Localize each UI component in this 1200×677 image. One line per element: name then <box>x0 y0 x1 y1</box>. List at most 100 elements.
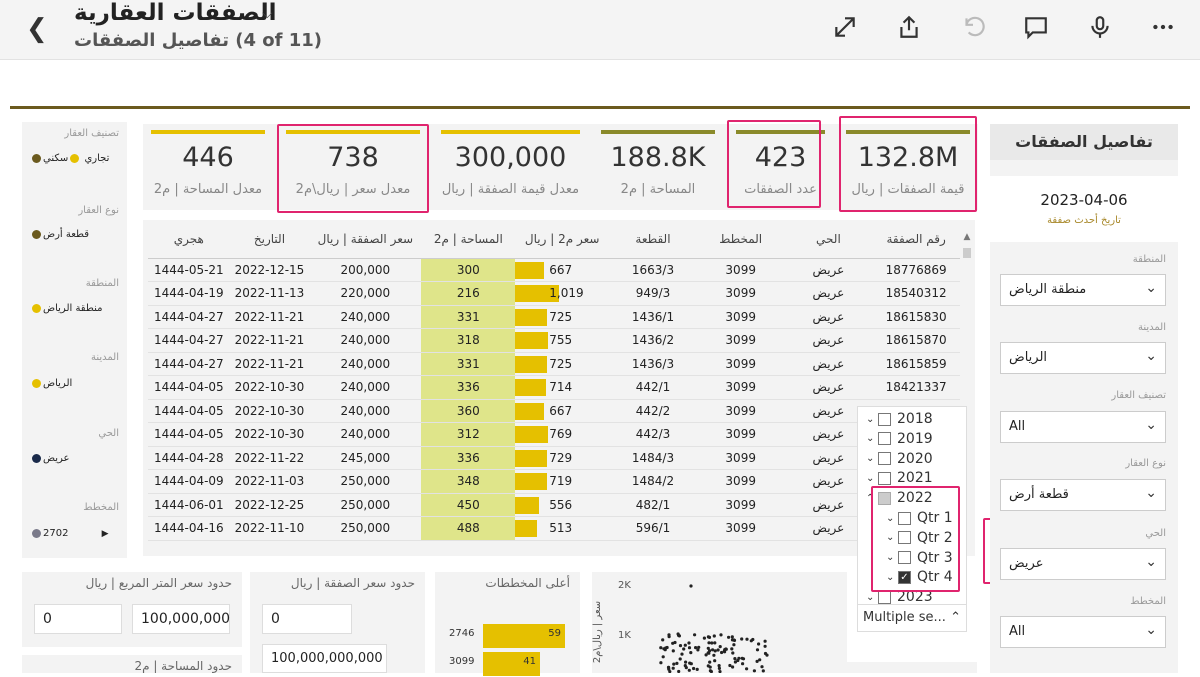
table-row[interactable]: 18615859 عريض 3099 1436/3 725 331 240,000 2022-… <box>148 352 960 376</box>
plan-bar-row[interactable]: 2746 59 <box>449 624 574 648</box>
scatter-point[interactable] <box>761 669 765 673</box>
scatter-point[interactable] <box>671 649 675 653</box>
scatter-point[interactable] <box>713 649 717 653</box>
mic-icon[interactable] <box>1087 14 1117 44</box>
scatter-point[interactable] <box>667 635 671 639</box>
chevron-down-icon[interactable]: ⌄ <box>886 552 895 564</box>
chevron-down-icon[interactable]: ⌄ <box>866 433 875 445</box>
chevron-down-icon[interactable]: ⌄ <box>886 512 895 524</box>
scatter-point[interactable] <box>661 638 665 642</box>
table-row[interactable]: 18540312 عريض 3099 949/3 1,019 216 220,000 2022… <box>148 281 960 306</box>
scatter-point[interactable] <box>708 665 712 669</box>
scatter-point[interactable] <box>713 659 717 663</box>
scatter-point[interactable] <box>733 657 737 661</box>
scatter-point[interactable] <box>731 651 735 655</box>
scatter-point[interactable] <box>723 650 727 654</box>
plan-dropdown[interactable]: All ⌄ <box>1000 616 1166 648</box>
scatter-point[interactable] <box>683 664 687 668</box>
chevron-down-icon[interactable]: ⌄ <box>866 591 875 603</box>
scatter-point[interactable] <box>702 636 706 640</box>
scatter-point[interactable] <box>671 666 675 670</box>
scatter-point[interactable] <box>688 661 692 665</box>
scatter-point[interactable] <box>676 632 680 636</box>
table-row[interactable]: عريض 3099 482/1 556 450 250,000 2022-12-25 1444… <box>148 493 960 517</box>
column-header[interactable]: رقم الصفقة <box>872 220 960 259</box>
table-row[interactable]: عريض 3099 596/1 513 488 250,000 2022-11-10 1444… <box>148 516 960 541</box>
price-m2-max-input[interactable]: 100,000,000 <box>132 604 230 634</box>
checkbox[interactable] <box>878 590 891 604</box>
scatter-point[interactable] <box>755 659 759 663</box>
table-row[interactable]: 18615870 عريض 3099 1436/2 755 318 240,000 2022-… <box>148 328 960 353</box>
scatter-point[interactable] <box>752 669 756 673</box>
date-filter-item[interactable]: ⌄ 2021 <box>866 470 933 490</box>
checkbox[interactable] <box>878 452 891 466</box>
scatter-point[interactable] <box>760 665 764 669</box>
scatter-point[interactable] <box>708 649 712 653</box>
scatter-point[interactable] <box>689 651 693 655</box>
region-dropdown[interactable]: منطقة الرياض ⌄ <box>1000 274 1166 306</box>
date-filter-item[interactable]: ⌄ 2019 <box>866 431 933 451</box>
legend-next-icon[interactable]: ▶ <box>101 529 109 539</box>
scatter-point[interactable] <box>696 648 700 652</box>
legend-item[interactable]: قطعة أرض <box>30 229 89 240</box>
date-filter-item[interactable]: ⌄ Qtr 2 <box>886 530 953 550</box>
scatter-point[interactable] <box>740 656 744 660</box>
checkbox[interactable]: ✓ <box>898 570 911 584</box>
legend-item[interactable]: منطقة الرياض <box>30 303 102 314</box>
date-filter-item[interactable]: ⌃ 2022 <box>866 490 933 510</box>
chevron-down-icon[interactable]: ⌄ <box>886 532 895 544</box>
table-row[interactable]: عريض 3099 442/2 667 360 240,000 2022-10-30 1444… <box>148 399 960 423</box>
scatter-point[interactable] <box>757 642 761 646</box>
scatter-point[interactable] <box>697 645 701 649</box>
checkbox[interactable] <box>878 412 891 426</box>
column-header[interactable]: القطعة <box>609 220 697 259</box>
chevron-down-icon[interactable]: ⌄ <box>866 413 875 425</box>
scatter-point[interactable] <box>668 670 672 674</box>
legend-item[interactable]: عريض <box>30 453 70 464</box>
checkbox[interactable] <box>878 491 891 505</box>
scatter-point[interactable] <box>716 648 720 652</box>
scatter-point[interactable] <box>675 661 679 665</box>
scatter-point[interactable] <box>706 635 710 639</box>
chevron-up-icon[interactable]: ⌃ <box>866 492 875 504</box>
undo-icon[interactable] <box>960 14 990 44</box>
scatter-point[interactable] <box>704 653 708 657</box>
scatter-point[interactable] <box>659 646 663 650</box>
scatter-point[interactable] <box>740 637 744 641</box>
scatter-point[interactable] <box>659 661 663 665</box>
scatter-point[interactable] <box>730 647 734 651</box>
scatter-point[interactable] <box>678 644 683 648</box>
scatter-point[interactable] <box>724 647 728 651</box>
legend-item[interactable]: تجاري سكني <box>30 153 109 164</box>
scatter-point[interactable] <box>755 648 760 652</box>
scatter-point[interactable] <box>730 635 734 639</box>
back-icon[interactable]: ❮ <box>26 14 48 44</box>
scatter-point[interactable] <box>713 641 717 645</box>
scatter-point[interactable] <box>718 670 722 674</box>
scatter-point[interactable] <box>693 633 697 637</box>
comment-icon[interactable] <box>1023 14 1053 44</box>
checkbox[interactable] <box>898 511 911 525</box>
scatter-point[interactable] <box>695 667 699 671</box>
legend-item[interactable]: 2702 ▶ <box>30 528 109 539</box>
column-header[interactable]: المخطط <box>696 220 785 259</box>
more-icon[interactable] <box>1150 14 1180 44</box>
scatter-point[interactable] <box>712 634 716 638</box>
scatter-point[interactable] <box>728 663 732 668</box>
scatter-point[interactable] <box>719 633 723 637</box>
scatter-point[interactable] <box>687 668 691 672</box>
column-header[interactable]: سعر م2 | ريال <box>515 220 610 259</box>
scatter-point[interactable] <box>662 647 666 651</box>
table-row[interactable]: عريض 3099 1484/2 719 348 250,000 2022-11-03 144… <box>148 469 960 494</box>
scatter-point[interactable] <box>731 665 735 669</box>
scatter-point[interactable] <box>672 662 676 666</box>
column-header[interactable]: هجري <box>148 220 230 259</box>
scatter-point[interactable] <box>741 662 745 666</box>
scatter-point[interactable] <box>687 646 692 650</box>
scatter-point[interactable] <box>717 666 721 670</box>
scatter-point[interactable] <box>673 640 677 645</box>
classification-dropdown[interactable]: All ⌄ <box>1000 411 1166 443</box>
table-row[interactable]: 18615830 عريض 3099 1436/1 725 331 240,000 2022-… <box>148 305 960 329</box>
scatter-point[interactable] <box>737 656 741 660</box>
scatter-point[interactable] <box>687 641 691 645</box>
